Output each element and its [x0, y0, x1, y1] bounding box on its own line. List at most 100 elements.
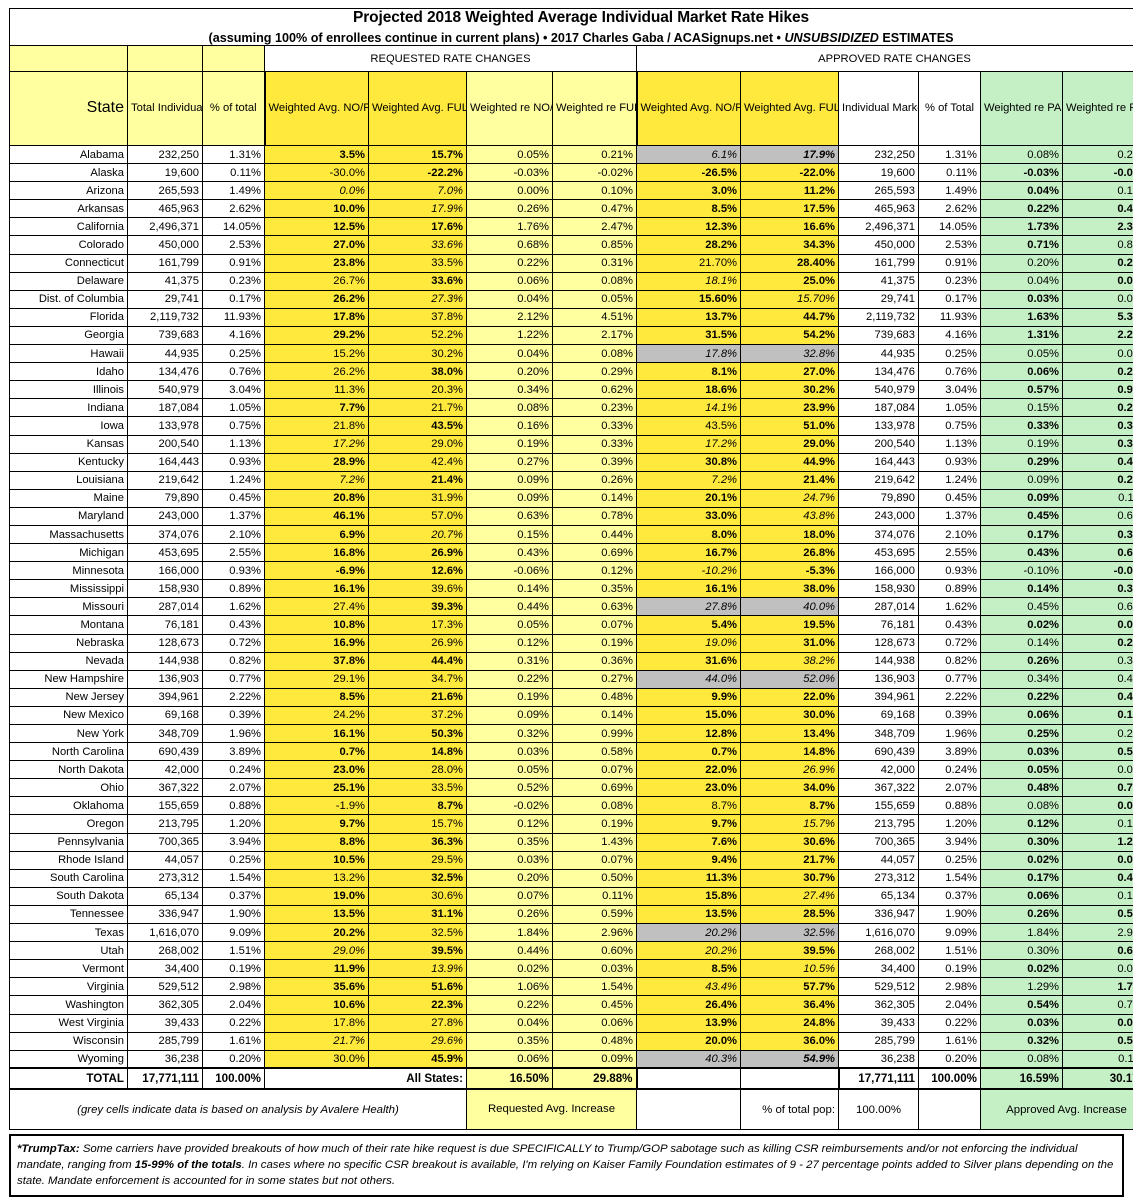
row-pct-of-total: 0.24%	[203, 761, 265, 779]
row-req-no-partial: 21.7%	[265, 1032, 369, 1050]
row-req-no-partial: 10.0%	[265, 200, 369, 218]
trumptax-footnote: *TrumpTax: Some carriers have provided b…	[9, 1134, 1124, 1197]
row-total-individual-market: 161,799	[128, 254, 203, 272]
row-app-weighted-partial: 0.02%	[981, 616, 1063, 634]
col-header-app-weighted-partial[interactable]: Weighted re PARTIAL TrumpTax	[981, 72, 1063, 146]
row-pct-of-total: 2.62%	[203, 200, 265, 218]
row-req-weighted-no-partial: 2.12%	[467, 308, 553, 326]
row-req-no-partial: 27.4%	[265, 598, 369, 616]
row-app-weighted-partial: 0.33%	[981, 417, 1063, 435]
row-pct-of-total: 0.43%	[203, 616, 265, 634]
row-app-no-partial: 17.8%	[637, 345, 741, 363]
row-app-pct-of-total: 2.53%	[919, 236, 981, 254]
row-app-individual-market: 166,000	[839, 562, 919, 580]
row-app-full: 54.2%	[741, 326, 839, 344]
row-app-full: 52.0%	[741, 670, 839, 688]
col-header-app-pct-of-total[interactable]: % of Total	[919, 72, 981, 146]
row-app-individual-market: 65,134	[839, 887, 919, 905]
row-app-pct-of-total: 0.23%	[919, 272, 981, 290]
row-app-weighted-partial: 0.12%	[981, 815, 1063, 833]
row-app-weighted-partial: 0.09%	[981, 489, 1063, 507]
row-total-individual-market: 19,600	[128, 164, 203, 182]
row-app-full: 25.0%	[741, 272, 839, 290]
row-state-name: Arizona	[10, 182, 128, 200]
row-total-individual-market: 2,496,371	[128, 218, 203, 236]
row-req-full: 43.5%	[369, 417, 467, 435]
row-app-weighted-partial: 0.45%	[981, 598, 1063, 616]
col-header-total-individual-market[interactable]: Total Individual Market (2017)	[128, 72, 203, 146]
row-app-individual-market: 155,659	[839, 797, 919, 815]
row-req-weighted-full: 0.06%	[553, 1014, 637, 1032]
row-req-full: 29.6%	[369, 1032, 467, 1050]
row-app-full: 30.0%	[741, 706, 839, 724]
row-req-full: 33.5%	[369, 254, 467, 272]
row-req-weighted-no-partial: 1.76%	[467, 218, 553, 236]
approved-avg-increase-label: Approved Avg. Increase	[981, 1089, 1133, 1129]
row-app-full: 44.7%	[741, 308, 839, 326]
row-req-no-partial: 25.1%	[265, 779, 369, 797]
row-app-weighted-partial: 0.03%	[981, 1014, 1063, 1032]
col-header-app-full-trumptax[interactable]: Weighted Avg. FULL TrumpTax*	[741, 72, 839, 146]
row-app-individual-market: 273,312	[839, 869, 919, 887]
row-app-pct-of-total: 0.25%	[919, 851, 981, 869]
col-header-req-weighted-no-partial[interactable]: Weighted re NO/PARTIAL TrumpTax	[467, 72, 553, 146]
row-req-weighted-full: 0.69%	[553, 544, 637, 562]
row-app-pct-of-total: 2.04%	[919, 996, 981, 1014]
row-pct-of-total: 0.75%	[203, 417, 265, 435]
row-req-full: 31.9%	[369, 489, 467, 507]
row-req-no-partial: 21.8%	[265, 417, 369, 435]
row-state-name: Hawaii	[10, 345, 128, 363]
col-header-pct-of-total[interactable]: % of total	[203, 72, 265, 146]
row-app-weighted-partial: -0.10%	[981, 562, 1063, 580]
row-app-full: 30.7%	[741, 869, 839, 887]
row-pct-of-total: 0.39%	[203, 706, 265, 724]
row-total-individual-market: 187,084	[128, 399, 203, 417]
row-app-weighted-full: 0.17%	[1063, 182, 1133, 200]
row-app-individual-market: 700,365	[839, 833, 919, 851]
row-app-individual-market: 529,512	[839, 978, 919, 996]
row-req-full: 22.3%	[369, 996, 467, 1014]
row-req-full: 51.6%	[369, 978, 467, 996]
row-pct-of-total: 1.96%	[203, 725, 265, 743]
row-app-no-partial: 15.60%	[637, 290, 741, 308]
row-app-weighted-full: 0.54%	[1063, 905, 1133, 923]
row-state-name: New Mexico	[10, 706, 128, 724]
row-pct-of-total: 0.91%	[203, 254, 265, 272]
col-header-req-weighted-full[interactable]: Weighted re FULL TrumpTax	[553, 72, 637, 146]
row-app-pct-of-total: 0.93%	[919, 453, 981, 471]
row-app-no-partial: 9.4%	[637, 851, 741, 869]
row-pct-of-total: 1.31%	[203, 146, 265, 164]
row-app-individual-market: 362,305	[839, 996, 919, 1014]
row-req-weighted-full: 1.54%	[553, 978, 637, 996]
row-req-full: 33.5%	[369, 779, 467, 797]
col-header-app-weighted-full[interactable]: Weighted re FULL TrumpTax	[1063, 72, 1133, 146]
row-pct-of-total: 1.49%	[203, 182, 265, 200]
col-header-app-no-partial-trumptax[interactable]: Weighted Avg. NO/PARTIAL TrumpTax*	[637, 72, 741, 146]
row-app-weighted-partial: 1.73%	[981, 218, 1063, 236]
row-pct-of-total: 0.72%	[203, 634, 265, 652]
corner-blank-market	[128, 46, 203, 72]
total-pct: 100.00%	[203, 1068, 265, 1089]
col-header-state[interactable]: State	[10, 72, 128, 146]
row-app-no-partial: 15.8%	[637, 887, 741, 905]
col-header-req-no-partial-trumptax[interactable]: Weighted Avg. NO/PARTIAL TrumpTax*	[265, 72, 369, 146]
row-req-weighted-no-partial: 0.05%	[467, 761, 553, 779]
row-pct-of-total: 0.25%	[203, 851, 265, 869]
row-app-weighted-partial: 0.57%	[981, 381, 1063, 399]
row-req-weighted-full: 0.07%	[553, 851, 637, 869]
col-header-app-individual-market[interactable]: Individual Market	[839, 72, 919, 146]
row-app-pct-of-total: 11.93%	[919, 308, 981, 326]
row-app-weighted-full: 0.31%	[1063, 652, 1133, 670]
row-app-weighted-full: 0.58%	[1063, 1032, 1133, 1050]
row-req-no-partial: 23.0%	[265, 761, 369, 779]
row-req-weighted-no-partial: 0.03%	[467, 851, 553, 869]
row-app-pct-of-total: 0.20%	[919, 1050, 981, 1068]
row-req-weighted-full: 0.36%	[553, 652, 637, 670]
row-req-no-partial: 10.5%	[265, 851, 369, 869]
row-app-full: 44.9%	[741, 453, 839, 471]
col-header-req-full-trumptax[interactable]: Weighted Avg. FULL TrumpTax*	[369, 72, 467, 146]
